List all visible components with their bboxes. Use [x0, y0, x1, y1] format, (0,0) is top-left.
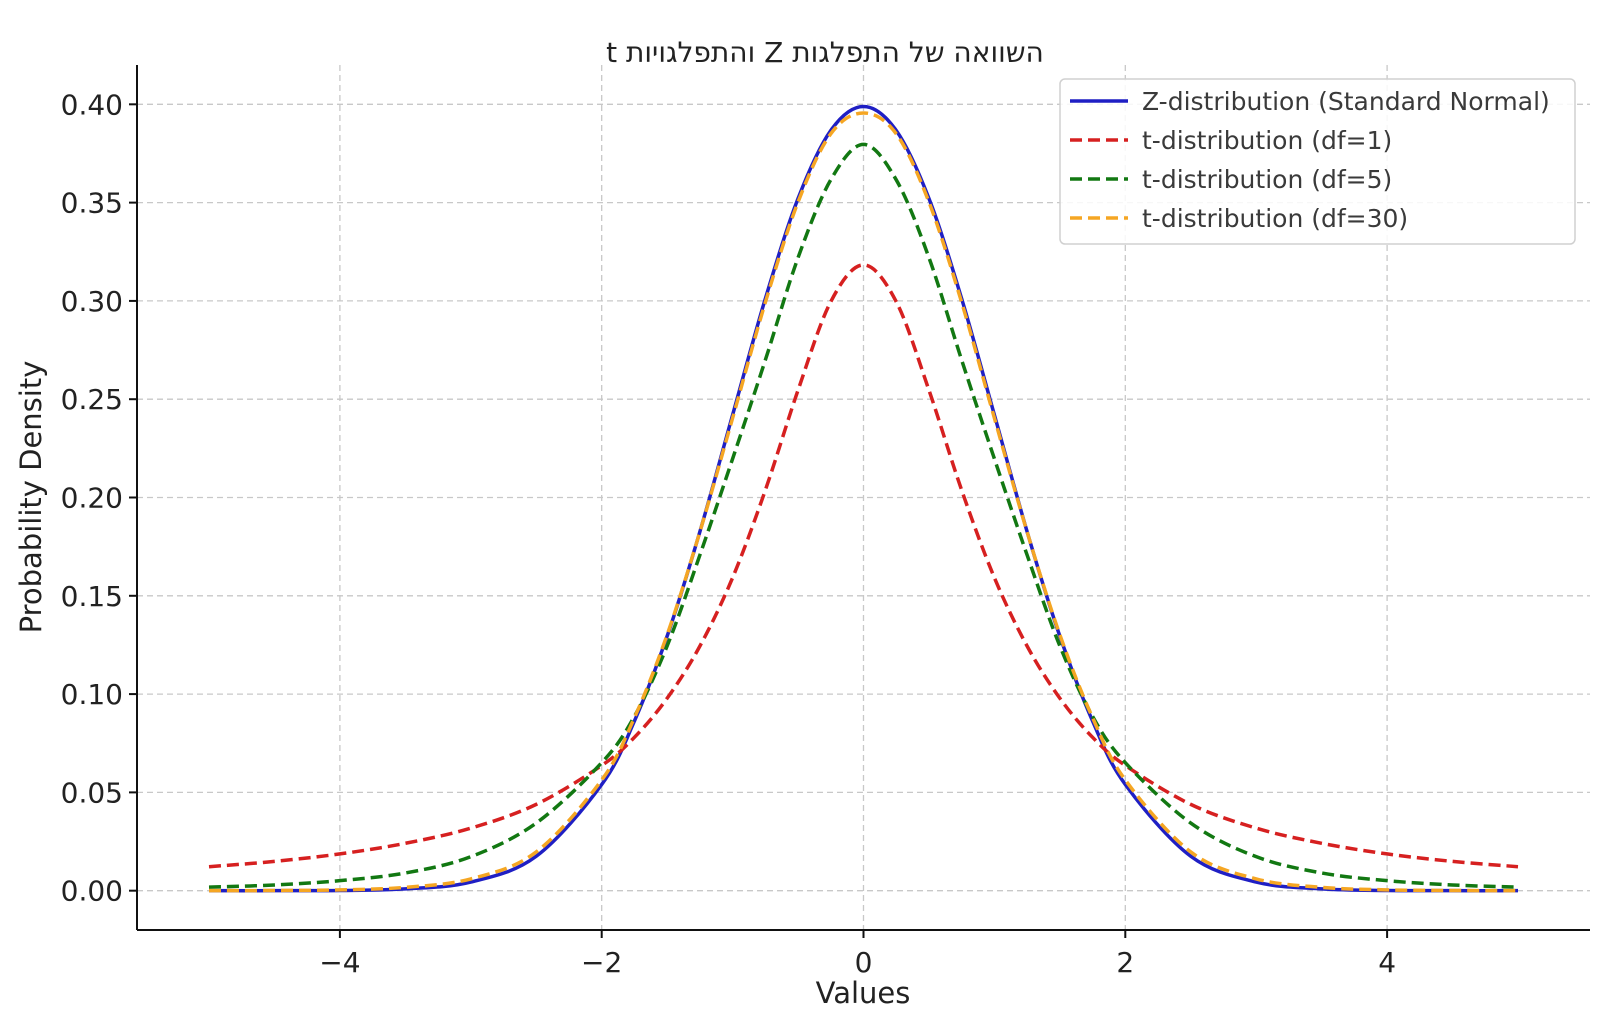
x-tick-label: −4 — [319, 946, 360, 979]
legend-label: t-distribution (df=30) — [1142, 204, 1408, 233]
legend-label: t-distribution (df=5) — [1142, 165, 1392, 194]
y-tick-label: 0.30 — [61, 285, 123, 318]
x-tick-label: 2 — [1116, 946, 1134, 979]
y-tick-label: 0.00 — [61, 875, 123, 908]
y-axis-label: Probability Density — [14, 361, 48, 634]
legend-label: Z-distribution (Standard Normal) — [1142, 87, 1550, 116]
series-line-t-distribution-df-5 — [208, 142, 1519, 889]
axis-ticks: −4 −2 0 2 4 0.00 0.05 0.10 0.15 0.20 0.25 0.30 0.35 0… — [61, 88, 1396, 979]
chart-title: השוואה של התפלגות Z והתפלגויות t — [606, 36, 1044, 69]
y-tick-label: 0.25 — [61, 383, 123, 416]
y-tick-label: 0.15 — [61, 580, 123, 613]
legend-label: t-distribution (df=1) — [1142, 126, 1392, 155]
y-tick-label: 0.20 — [61, 482, 123, 515]
y-tick-label: 0.10 — [61, 678, 123, 711]
y-tick-label: 0.05 — [61, 776, 123, 809]
x-axis-label: Values — [816, 976, 911, 1010]
legend-box — [1059, 78, 1576, 245]
x-tick-label: −2 — [581, 946, 622, 979]
x-tick-label: 4 — [1378, 946, 1396, 979]
x-tick-label: 0 — [855, 946, 873, 979]
legend: Z-distribution (Standard Normal) t-distri… — [1059, 78, 1576, 245]
y-tick-label: 0.40 — [61, 88, 123, 121]
y-tick-label: 0.35 — [61, 187, 123, 220]
series-line-t-distribution-df-30 — [208, 111, 1519, 893]
series-line-z-distribution-standard-normal — [208, 104, 1519, 893]
series-line-t-distribution-df-1 — [208, 263, 1519, 869]
series-lines — [208, 104, 1519, 893]
